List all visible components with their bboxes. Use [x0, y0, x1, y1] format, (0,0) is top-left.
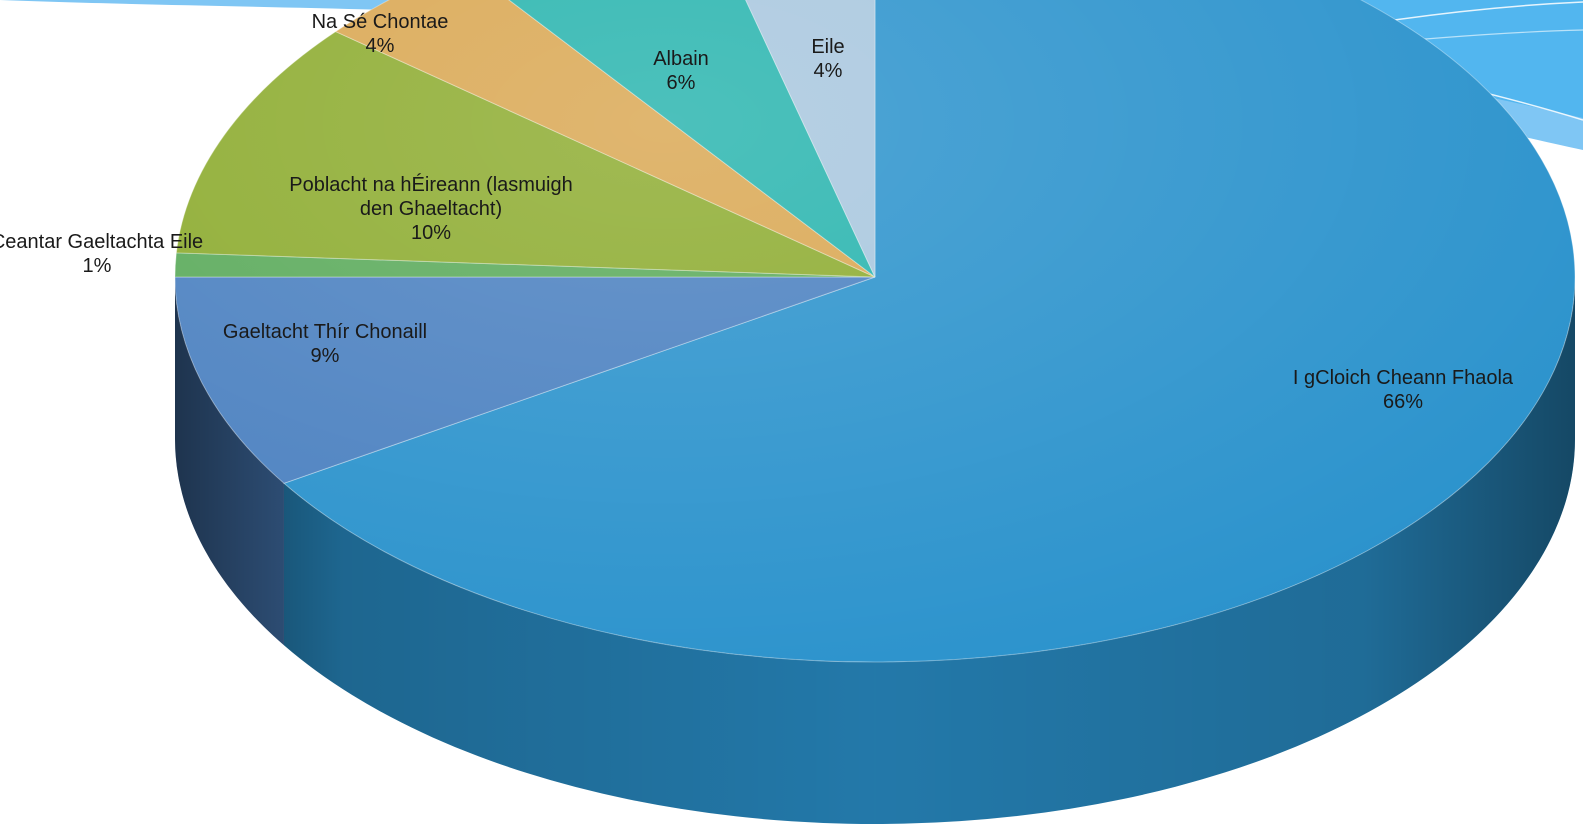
slice-label-i-gcloich-cheann-fhaola: I gCloich Cheann Fhaola 66% — [1293, 367, 1514, 413]
pie-top-shine — [175, 0, 1575, 662]
slice-value: 6% — [667, 72, 696, 94]
slice-name: Ceantar Gaeltachta Eile — [0, 231, 203, 253]
slice-name: Albain — [653, 48, 709, 70]
slice-value: 1% — [83, 255, 112, 277]
pie-labels: I gCloich Cheann Fhaola 66% Gaeltacht Thír… — [0, 11, 1514, 413]
slice-value: 10% — [411, 222, 451, 244]
slice-name: Poblacht na hÉireann (lasmuigh den Ghaelt… — [289, 173, 573, 220]
slice-label-eile: Eile 4% — [811, 36, 844, 82]
slice-label-albain: Albain 6% — [653, 48, 709, 94]
slice-label-gaeltacht-thir-chonaill: Gaeltacht Thír Chonaill 9% — [223, 321, 427, 367]
slice-value: 4% — [366, 35, 395, 57]
slice-label-na-se-chontae: Na Sé Chontae 4% — [312, 11, 449, 57]
slice-label-poblacht-na-heireann-lasmuigh-den-ghaeltacht: Poblacht na hÉireann (lasmuigh den Ghaelt… — [289, 173, 573, 244]
slice-name: Na Sé Chontae — [312, 11, 449, 33]
pie-side — [175, 277, 1575, 824]
pie-top — [174, 0, 1576, 663]
slice-name: I gCloich Cheann Fhaola — [1293, 367, 1514, 389]
slice-value: 66% — [1383, 391, 1423, 413]
slice-label-ceantar-gaeltachta-eile: Ceantar Gaeltachta Eile 1% — [0, 231, 203, 277]
slice-name: Eile — [811, 36, 844, 58]
pie-side-shading — [175, 277, 1575, 824]
slice-value: 9% — [311, 345, 340, 367]
slice-value: 4% — [814, 60, 843, 82]
slice-name: Gaeltacht Thír Chonaill — [223, 321, 427, 343]
